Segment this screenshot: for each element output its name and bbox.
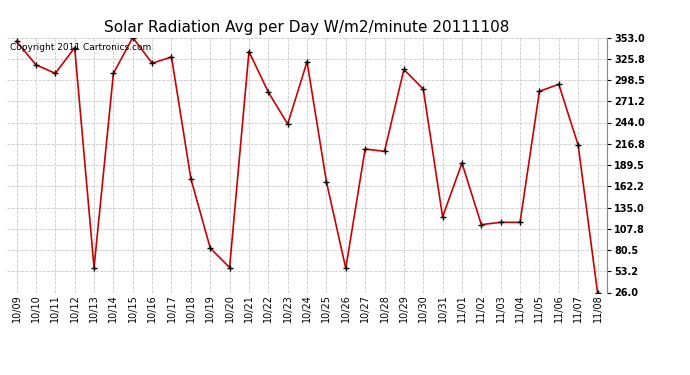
Text: Copyright 2011 Cartronics.com: Copyright 2011 Cartronics.com: [10, 43, 151, 52]
Title: Solar Radiation Avg per Day W/m2/minute 20111108: Solar Radiation Avg per Day W/m2/minute …: [104, 20, 510, 35]
